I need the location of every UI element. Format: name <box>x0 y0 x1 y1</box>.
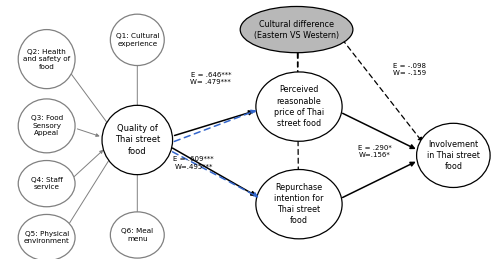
Text: Q2: Health
and safety of
food: Q2: Health and safety of food <box>23 49 70 70</box>
Text: Q1: Cultural
experience: Q1: Cultural experience <box>116 33 159 47</box>
FancyArrowPatch shape <box>136 162 138 220</box>
Ellipse shape <box>416 123 490 188</box>
Text: Repurchase
intention for
Thai street
food: Repurchase intention for Thai street foo… <box>274 183 324 225</box>
Ellipse shape <box>18 99 75 153</box>
FancyArrowPatch shape <box>74 150 102 177</box>
Text: E = .609***
W=.495***: E = .609*** W=.495*** <box>174 156 214 170</box>
Text: E = .290*
W=.156*: E = .290* W=.156* <box>358 145 392 158</box>
Text: Q4: Staff
service: Q4: Staff service <box>30 177 62 190</box>
Ellipse shape <box>18 30 75 89</box>
Text: E = -.098
W= -.159: E = -.098 W= -.159 <box>392 63 426 76</box>
Ellipse shape <box>18 214 75 261</box>
Text: Cultural difference
(Eastern VS Western): Cultural difference (Eastern VS Western) <box>254 20 339 40</box>
Ellipse shape <box>256 72 342 141</box>
FancyArrowPatch shape <box>342 162 414 198</box>
FancyArrowPatch shape <box>68 157 111 226</box>
Text: Q3: Food
Sensory
Appeal: Q3: Food Sensory Appeal <box>30 115 63 136</box>
Text: Q6: Meal
menu: Q6: Meal menu <box>121 228 154 242</box>
Text: Perceived
reasonable
price of Thai
street food: Perceived reasonable price of Thai stree… <box>274 85 324 128</box>
Ellipse shape <box>256 170 342 239</box>
Text: Quality of
Thai street
food: Quality of Thai street food <box>114 124 160 156</box>
Ellipse shape <box>240 7 353 53</box>
Ellipse shape <box>110 212 164 258</box>
Ellipse shape <box>102 105 172 175</box>
FancyArrowPatch shape <box>174 111 252 135</box>
FancyArrowPatch shape <box>296 45 300 84</box>
FancyArrowPatch shape <box>342 39 422 141</box>
Text: E = .646***
W= .479***: E = .646*** W= .479*** <box>190 72 231 85</box>
FancyArrowPatch shape <box>172 148 255 195</box>
FancyArrowPatch shape <box>70 72 108 125</box>
Text: Q5: Physical
environment: Q5: Physical environment <box>24 231 70 244</box>
Ellipse shape <box>18 161 75 207</box>
FancyArrowPatch shape <box>78 129 99 137</box>
FancyArrowPatch shape <box>342 113 414 148</box>
FancyArrowPatch shape <box>136 56 138 118</box>
Ellipse shape <box>110 14 164 66</box>
FancyArrowPatch shape <box>296 45 300 182</box>
Text: Involvement
in Thai street
food: Involvement in Thai street food <box>427 140 480 171</box>
